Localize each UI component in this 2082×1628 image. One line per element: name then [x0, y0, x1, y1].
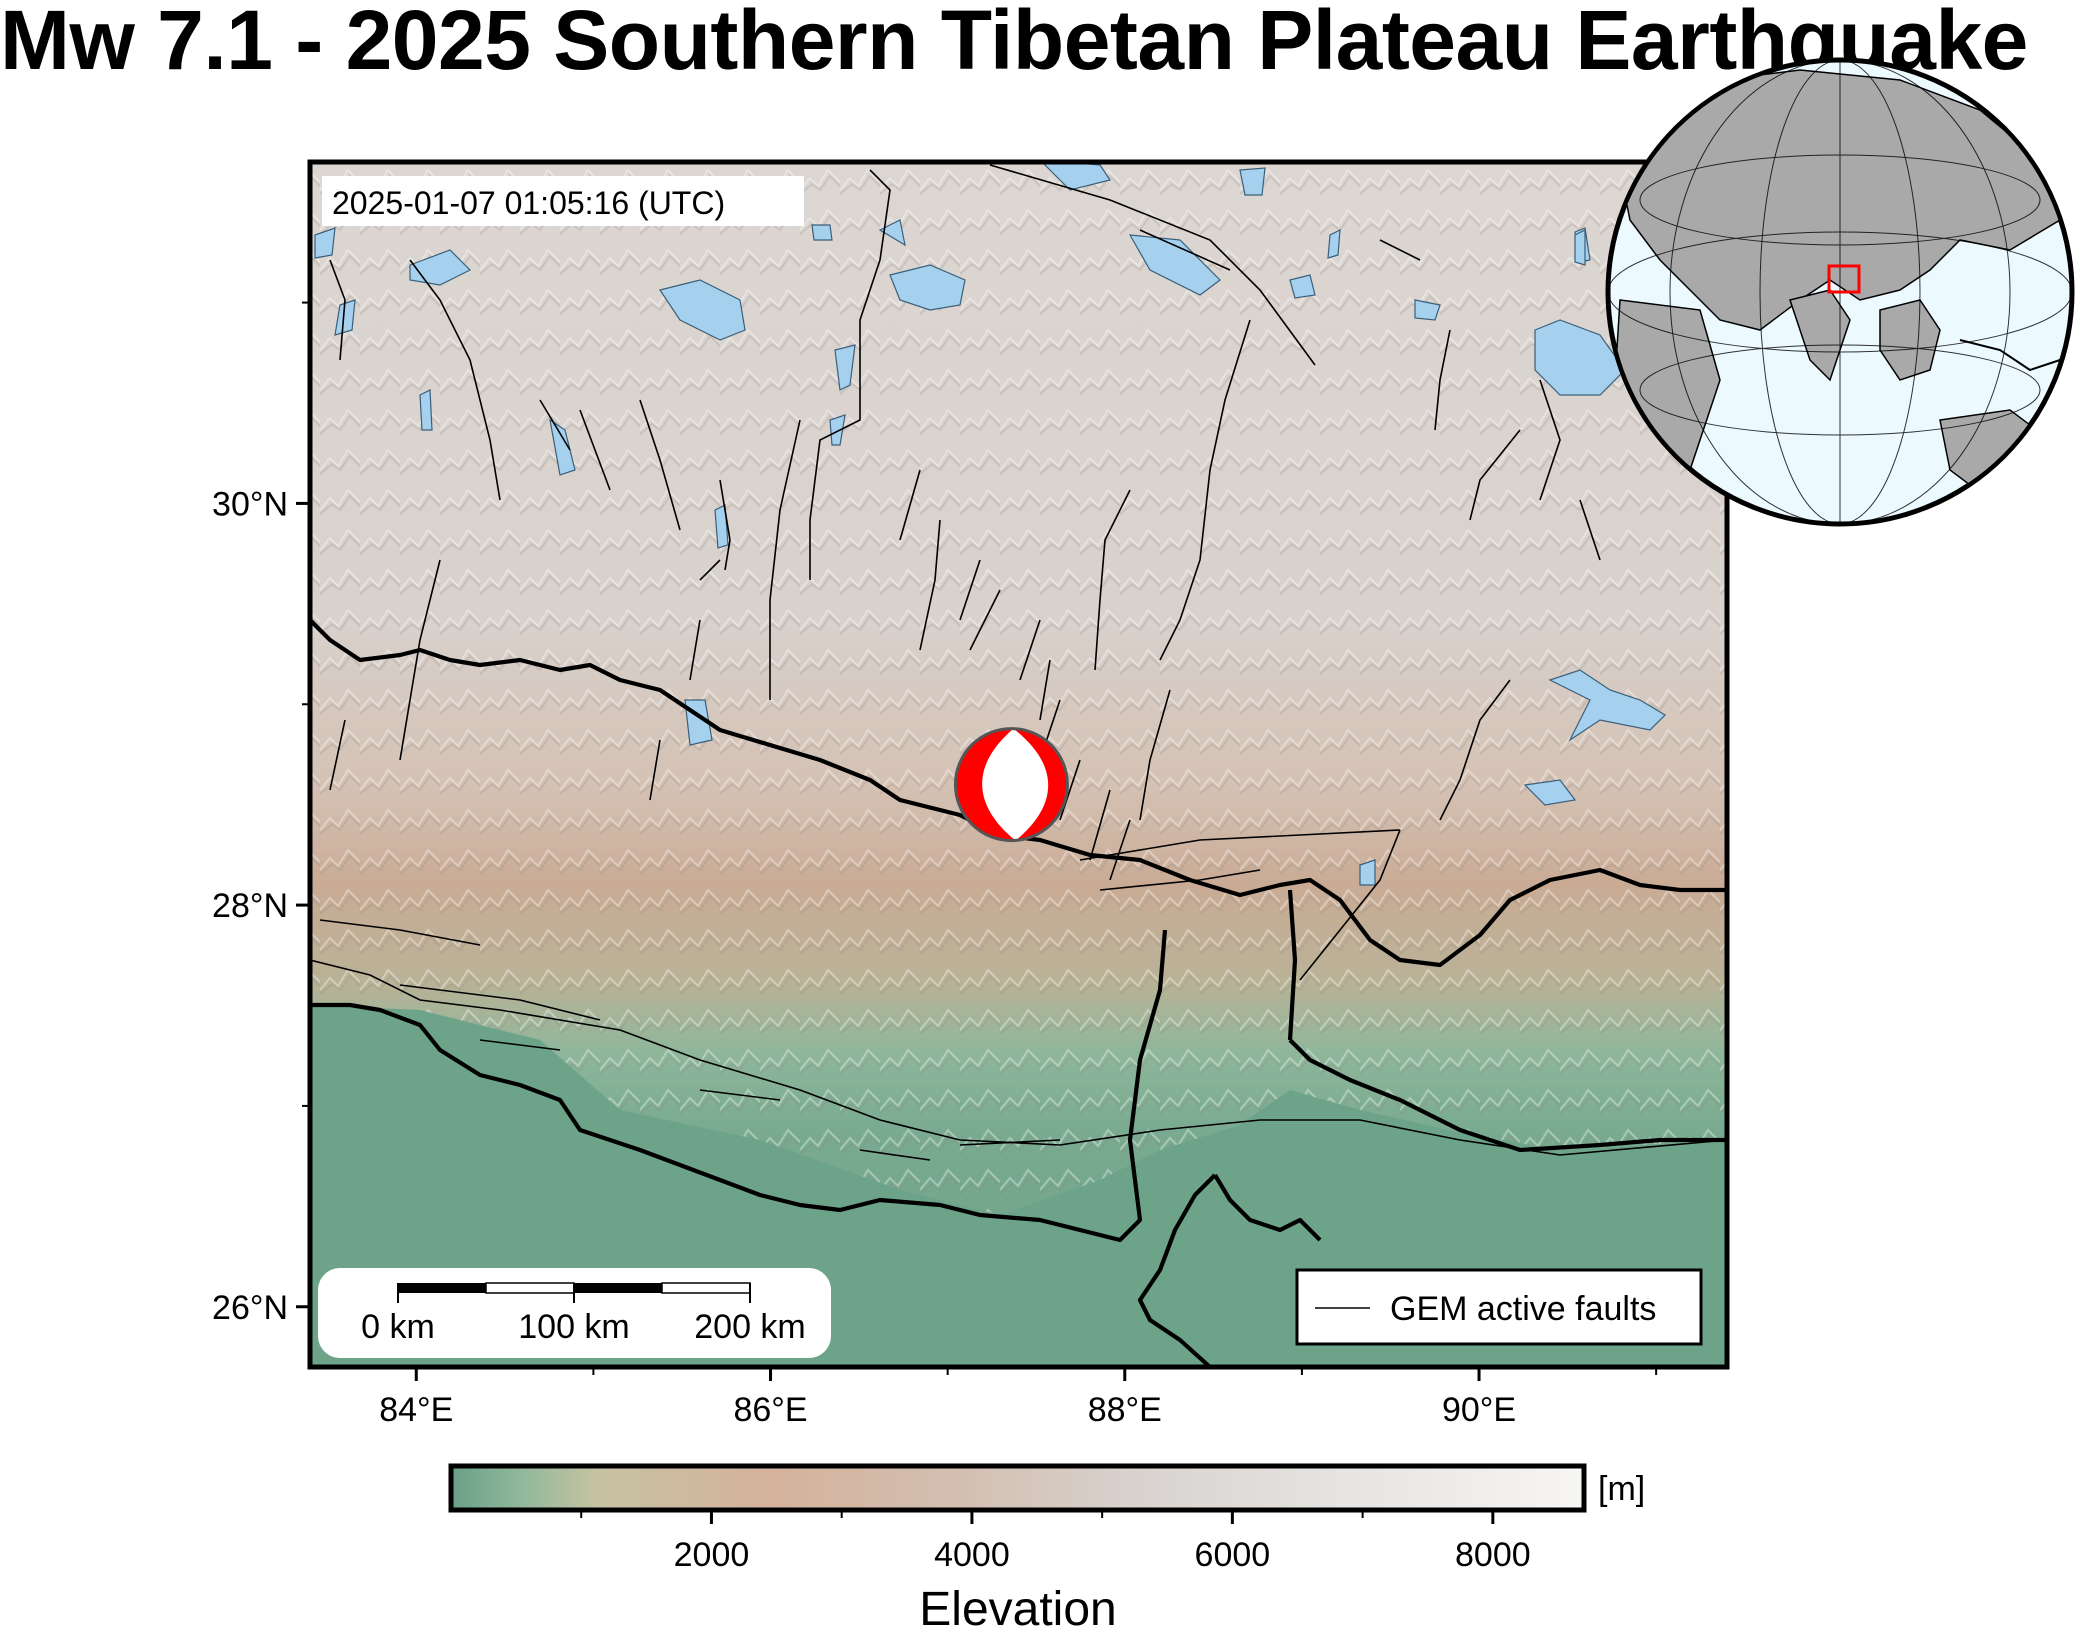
lat-tick-label-1: 28°N: [212, 887, 288, 925]
active-faults: [310, 164, 1727, 1161]
scale-label-100: 100 km: [518, 1308, 630, 1346]
colorbar-tick-label-1: 4000: [934, 1536, 1010, 1574]
scale-label-200: 200 km: [694, 1308, 806, 1346]
colorbar-tick-label-3: 8000: [1455, 1536, 1531, 1574]
lon-tick-label-2: 88°E: [1088, 1391, 1162, 1429]
colorbar-gradient: [448, 1463, 1587, 1513]
legend-label-faults: GEM active faults: [1390, 1290, 1656, 1328]
inset-location-box: [1827, 264, 1861, 294]
colorbar-title: Elevation: [919, 1583, 1116, 1628]
map-axes: 84°E 86°E 88°E 90°E 26°N 28°N 30°N: [212, 301, 1658, 1429]
beachball-outline: [953, 727, 1069, 843]
lakes: [314, 162, 1666, 886]
focal-mechanism-beachball[interactable]: [953, 727, 1069, 843]
map-frame: [307, 159, 1730, 1370]
globe-inset: [1605, 57, 2075, 527]
colorbar-tick-label-2: 6000: [1195, 1536, 1271, 1574]
scale-bar: 0 km 100 km 200 km: [318, 1268, 831, 1358]
lat-tick-label-0: 26°N: [212, 1289, 288, 1327]
map-title: Mw 7.1 - 2025 Southern Tibetan Plateau E…: [0, 0, 2028, 87]
timestamp-label: 2025-01-07 01:05:16 (UTC): [332, 185, 725, 221]
lat-tick-label-2: 30°N: [212, 485, 288, 523]
lon-tick-label-3: 90°E: [1442, 1391, 1516, 1429]
scale-label-0: 0 km: [361, 1308, 435, 1346]
elevation-colorbar: [m] Elevation 2000 4000 6000 8000: [448, 1463, 1645, 1628]
beachball-dilatation: [982, 728, 1049, 841]
legend: GEM active faults: [1295, 1268, 1703, 1346]
timestamp-box: 2025-01-07 01:05:16 (UTC): [322, 176, 804, 226]
map-area: [310, 162, 1727, 1367]
lon-tick-label-0: 84°E: [379, 1391, 453, 1429]
colorbar-tick-label-0: 2000: [674, 1536, 750, 1574]
colorbar-unit: [m]: [1598, 1470, 1645, 1508]
lon-tick-label-1: 86°E: [733, 1391, 807, 1429]
